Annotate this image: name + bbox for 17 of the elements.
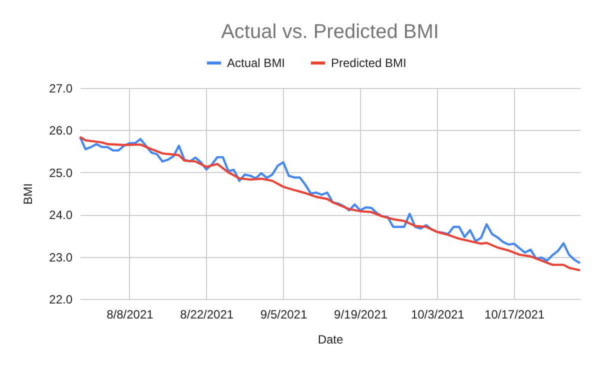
x-tick-label: 9/19/2021	[334, 308, 388, 322]
y-tick-label: 26.0	[49, 124, 73, 138]
y-tick-label: 23.0	[49, 250, 73, 264]
y-tick-label: 22.0	[49, 292, 73, 306]
x-tick-label: 8/22/2021	[180, 308, 234, 322]
legend-label: Predicted BMI	[331, 56, 406, 70]
x-tick-label: 8/8/2021	[106, 308, 154, 322]
chart-title: Actual vs. Predicted BMI	[221, 21, 439, 43]
x-axis-title: Date	[318, 332, 344, 346]
x-tick-label: 10/17/2021	[484, 308, 545, 322]
legend-label: Actual BMI	[227, 56, 286, 70]
y-tick-label: 25.0	[49, 166, 73, 180]
x-tick-label: 10/3/2021	[410, 308, 465, 322]
y-tick-label: 24.0	[49, 208, 73, 222]
y-axis-title: BMI	[21, 183, 36, 205]
x-tick-label: 9/5/2021	[260, 308, 308, 322]
y-tick-label: 27.0	[49, 82, 73, 96]
